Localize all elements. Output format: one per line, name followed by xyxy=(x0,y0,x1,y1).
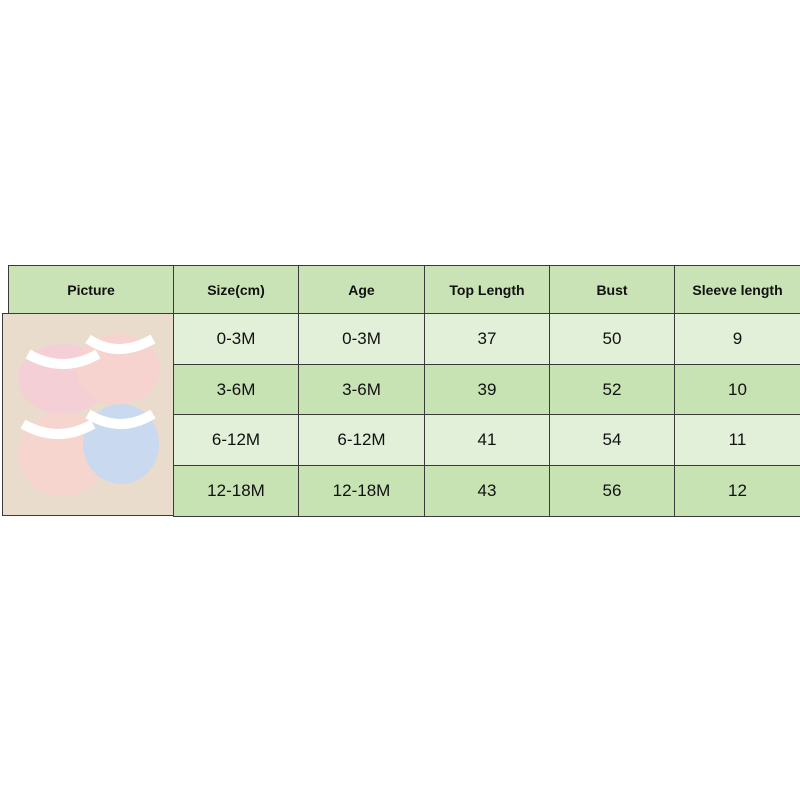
header-cell: Top Length xyxy=(424,265,550,314)
table-cell: 10 xyxy=(674,364,800,415)
table-cell: 37 xyxy=(424,313,550,365)
table-cell: 39 xyxy=(424,364,550,415)
table-cell: 52 xyxy=(549,364,675,415)
table-cell: 6-12M xyxy=(298,414,425,466)
table-cell: 54 xyxy=(549,414,675,466)
rompers-image xyxy=(3,314,173,515)
table-cell: 56 xyxy=(549,465,675,517)
product-picture xyxy=(2,313,174,516)
table-cell: 12 xyxy=(674,465,800,517)
header-cell: Size(cm) xyxy=(173,265,299,314)
table-cell: 9 xyxy=(674,313,800,365)
table-cell: 3-6M xyxy=(173,364,299,415)
table-cell: 6-12M xyxy=(173,414,299,466)
header-cell: Picture xyxy=(8,265,174,314)
header-cell: Bust xyxy=(549,265,675,314)
table-cell: 43 xyxy=(424,465,550,517)
header-cell: Age xyxy=(298,265,425,314)
table-cell: 50 xyxy=(549,313,675,365)
header-cell: Sleeve length xyxy=(674,265,800,314)
table-cell: 0-3M xyxy=(298,313,425,365)
table-cell: 12-18M xyxy=(298,465,425,517)
table-cell: 11 xyxy=(674,414,800,466)
table-cell: 12-18M xyxy=(173,465,299,517)
table-cell: 3-6M xyxy=(298,364,425,415)
table-cell: 41 xyxy=(424,414,550,466)
table-cell: 0-3M xyxy=(173,313,299,365)
